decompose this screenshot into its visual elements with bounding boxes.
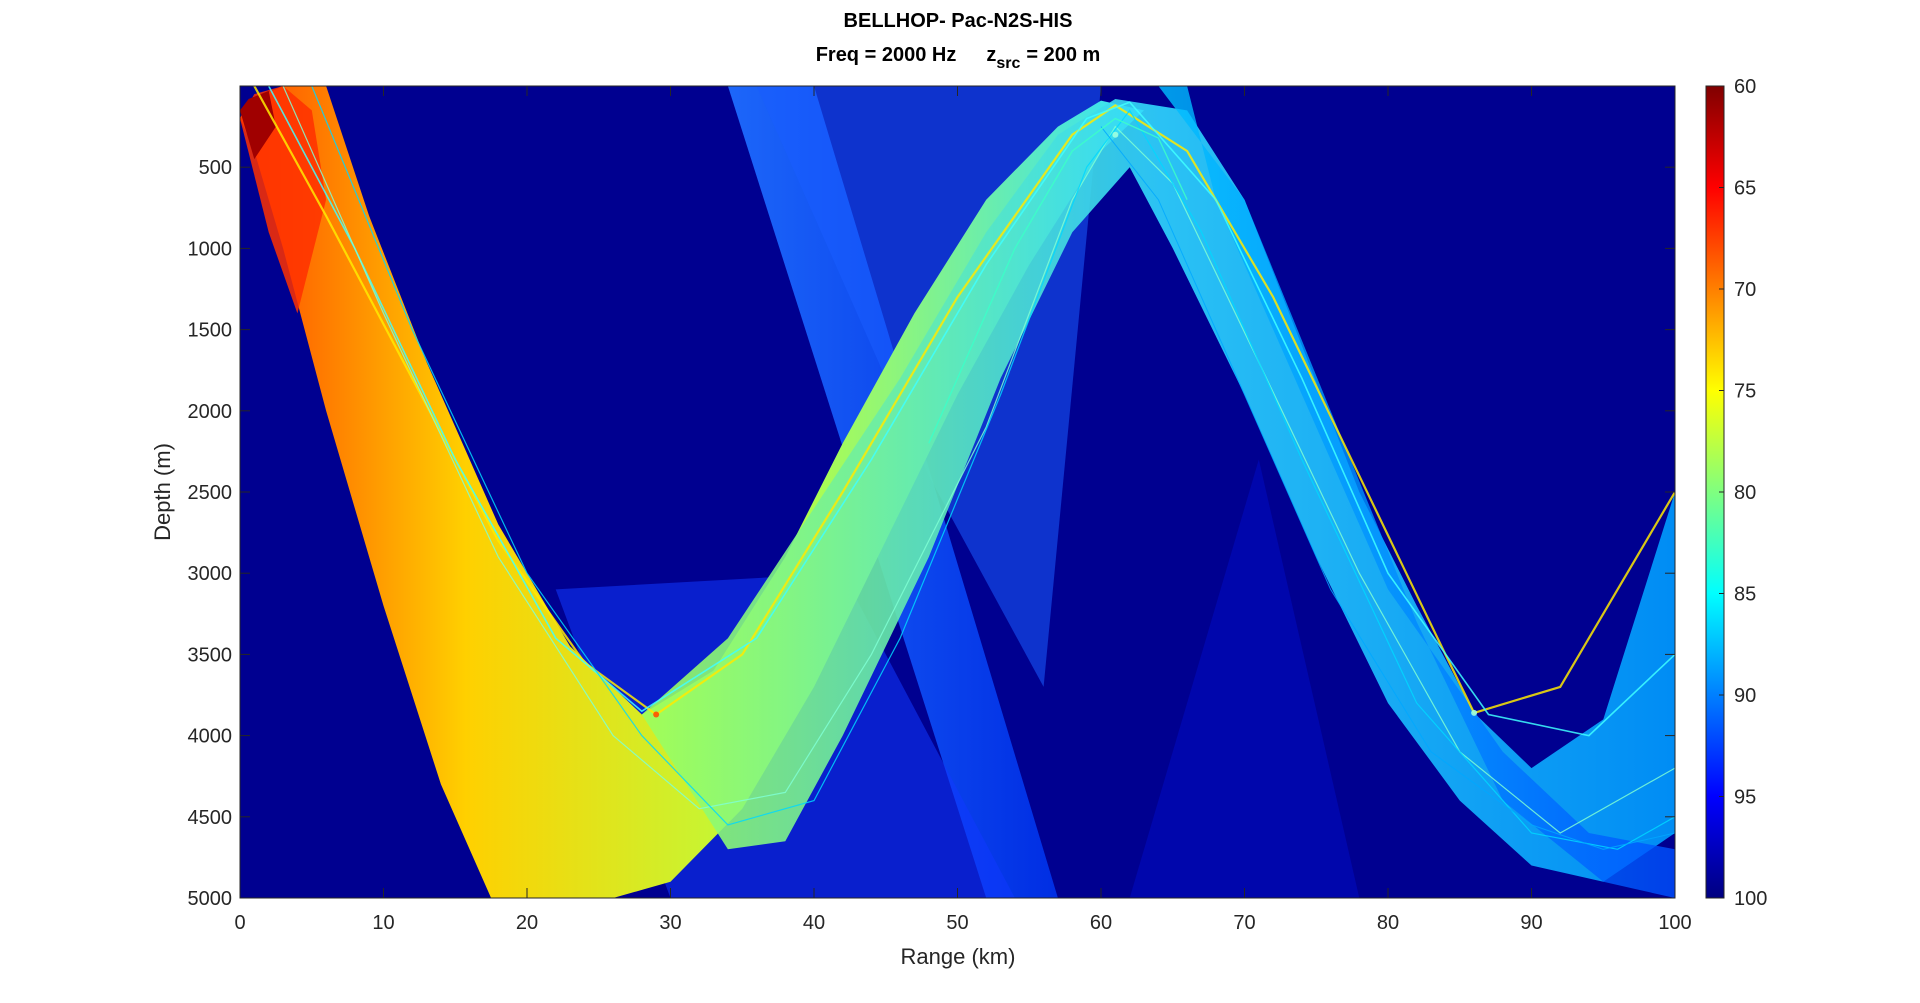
colorbar-tick-label: 70 [1734,279,1756,301]
ray-caustic-4 [311,86,1675,850]
colorbar-tick-label: 90 [1734,685,1756,707]
x-tick-label: 60 [1090,912,1112,934]
convergence-zone-1 [653,711,660,718]
colorbar-tick-label: 85 [1734,584,1756,606]
x-tick-label: 0 [234,912,245,934]
x-tick-label: 20 [516,912,538,934]
y-tick-label: 2500 [188,482,233,504]
y-tick-label: 1500 [188,320,233,342]
subtitle-zsrc-value: = 200 m [1026,44,1100,66]
y-tick-label: 4000 [188,726,233,748]
chart-title: BELLHOP- Pac-N2S-HIS [844,10,1073,32]
y-tick-label: 1000 [188,238,233,260]
x-tick-label: 80 [1377,912,1399,934]
plot-area [240,86,1675,898]
y-axis: 500 1000 1500 2000 2500 3000 3500 4000 4500 5000 [188,157,1675,910]
colorbar-tick-label: 95 [1734,787,1756,809]
shadow-wedge [1129,459,1360,898]
x-tick-label: 100 [1658,912,1691,934]
x-tick-label: 10 [372,912,394,934]
subtitle-freq: Freq = 2000 Hz [816,44,957,66]
x-tick-label: 50 [946,912,968,934]
ray-caustic-1 [253,86,1675,716]
y-tick-label: 3500 [188,644,233,666]
y-tick-label: 4500 [188,807,233,829]
ray-caustic-2 [267,86,1675,737]
convergence-band-2 [641,99,1675,882]
colorbar-axis: 60 65 70 75 80 85 90 95 100 [1719,76,1767,910]
y-tick-label: 5000 [188,888,233,910]
colorbar-tick-label: 60 [1734,76,1756,98]
convergence-band-1 [240,86,1144,898]
y-tick-label: 3000 [188,563,233,585]
x-tick-label: 90 [1520,912,1542,934]
convergence-band-3 [1158,86,1675,898]
y-tick-label: 500 [199,157,232,179]
convergence-zone-3 [1471,709,1478,716]
x-axis: 0 10 20 30 40 50 60 70 80 90 100 [234,86,1692,934]
y-axis-label: Depth (m) [150,443,175,541]
subtitle-zsrc-symbol: z [986,44,996,66]
x-axis-label: Range (km) [901,944,1016,969]
colorbar-tick-label: 75 [1734,381,1756,403]
x-tick-label: 70 [1233,912,1255,934]
subtitle-zsrc-subscript: src [996,55,1020,72]
ray-caustic-5 [1100,126,1675,850]
convergence-zone-2 [1112,131,1119,138]
ray-caustic-6 [928,117,1188,444]
chart-subtitle: Freq = 2000 Hz zsrc = 200 m [816,44,1101,72]
x-tick-label: 40 [803,912,825,934]
x-tick-label: 30 [659,912,681,934]
colorbar-tick-label: 80 [1734,482,1756,504]
y-tick-label: 2000 [188,401,233,423]
ray-caustic-3 [282,86,1675,834]
colorbar-tick-label: 65 [1734,178,1756,200]
colorbar-tick-label: 100 [1734,888,1767,910]
